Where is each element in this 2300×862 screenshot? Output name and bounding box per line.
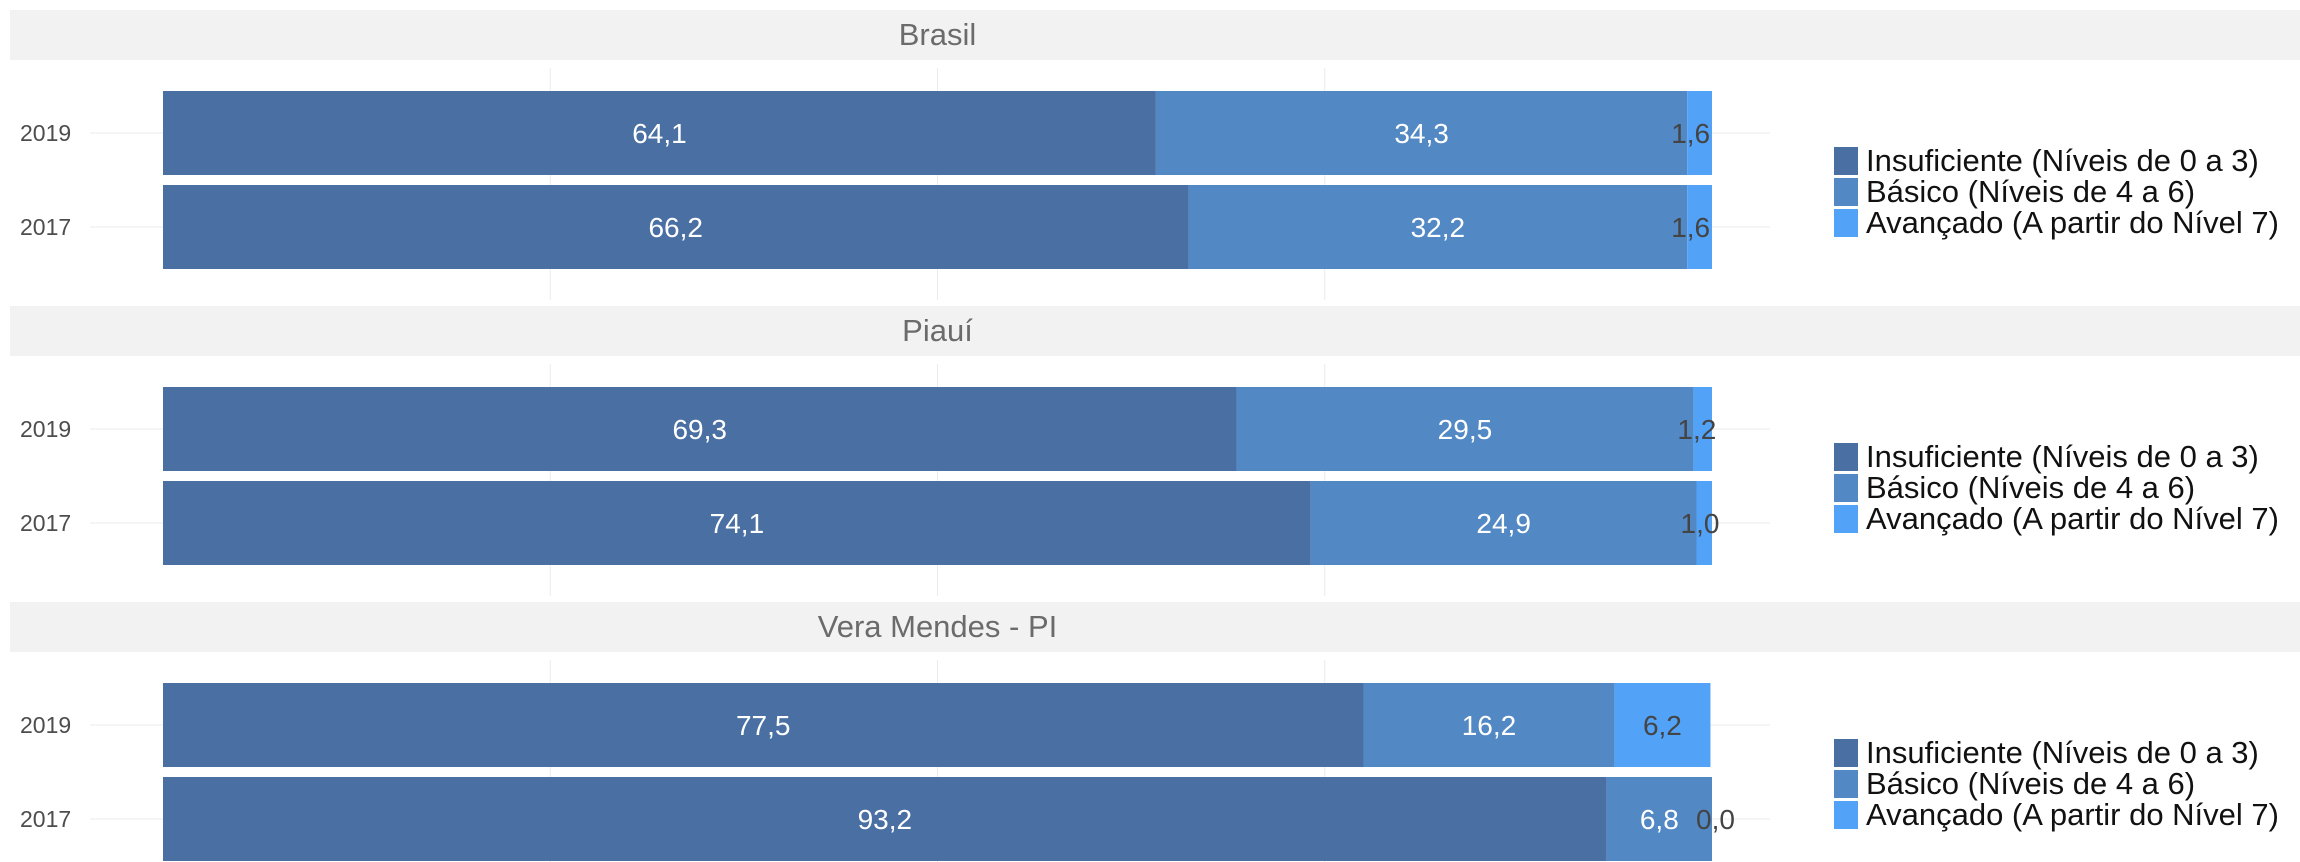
bar-value-label: 77,5 <box>736 710 791 741</box>
legend-key <box>1834 209 1858 237</box>
bar-segment <box>1687 185 1712 269</box>
facet-panel-1: Piauí 2019 69,3 29,5 1,2 2017 74,1 24,9 1,0 Insuf… <box>10 306 2300 596</box>
bar-value-label: 1,2 <box>1677 414 1716 445</box>
bar-segment <box>1188 185 1688 269</box>
facet-strip <box>10 602 2300 652</box>
facet-title: Brasil <box>899 17 977 52</box>
bar-value-label: 1,6 <box>1671 118 1710 149</box>
legend-label: Insuficiente (Níveis de 0 a 3) <box>1866 143 2259 178</box>
legend-label: Insuficiente (Níveis de 0 a 3) <box>1866 735 2259 770</box>
facet-panel-2: Vera Mendes - PI 2019 77,5 16,2 6,2 2017 93,2 6… <box>10 602 2300 862</box>
bar-value-label: 1,6 <box>1671 212 1710 243</box>
legend-key <box>1834 739 1858 767</box>
y-tick-label: 2019 <box>20 120 71 146</box>
bar-segment <box>1310 481 1697 565</box>
bar-segment <box>163 387 1237 471</box>
bar-segment <box>1693 387 1712 471</box>
bar-segment <box>163 683 1364 767</box>
bar-value-label: 16,2 <box>1462 710 1517 741</box>
bar-segment <box>1614 683 1711 767</box>
bar-value-label: 0,0 <box>1696 804 1735 835</box>
legend-label: Avançado (A partir do Nível 7) <box>1866 797 2279 832</box>
legend-key <box>1834 474 1858 502</box>
y-tick-label: 2019 <box>20 712 71 738</box>
legend-key <box>1834 505 1858 533</box>
y-tick-label: 2017 <box>20 510 71 536</box>
facet-strip <box>10 306 2300 356</box>
legend-label: Básico (Níveis de 4 a 6) <box>1866 174 2195 209</box>
bar-value-label: 69,3 <box>672 414 727 445</box>
bar-value-label: 6,8 <box>1640 804 1679 835</box>
bar-segment <box>163 185 1189 269</box>
bar-value-label: 66,2 <box>648 212 703 243</box>
legend-label: Avançado (A partir do Nível 7) <box>1866 205 2279 240</box>
bar-segment <box>1155 91 1688 175</box>
facet-panel-0: Brasil 2019 64,1 34,3 1,6 2017 66,2 32,2 1,6 Insu… <box>10 10 2300 300</box>
bar-value-label: 29,5 <box>1438 414 1493 445</box>
legend-label: Básico (Níveis de 4 a 6) <box>1866 766 2195 801</box>
legend-key <box>1834 147 1858 175</box>
bar-value-label: 64,1 <box>632 118 687 149</box>
bar-segment <box>1606 777 1712 861</box>
y-tick-label: 2017 <box>20 806 71 832</box>
legend-label: Básico (Níveis de 4 a 6) <box>1866 470 2195 505</box>
bar-segment <box>1363 683 1615 767</box>
legend-key <box>1834 801 1858 829</box>
facet-title: Piauí <box>902 313 973 348</box>
bar-value-label: 6,2 <box>1643 710 1682 741</box>
legend-label: Insuficiente (Níveis de 0 a 3) <box>1866 439 2259 474</box>
bar-value-label: 74,1 <box>710 508 765 539</box>
bar-segment <box>1687 91 1712 175</box>
bar-segment <box>163 91 1156 175</box>
bar-value-label: 93,2 <box>858 804 913 835</box>
y-tick-label: 2019 <box>20 416 71 442</box>
facet-title: Vera Mendes - PI <box>818 609 1058 644</box>
bar-value-label: 24,9 <box>1476 508 1531 539</box>
bar-segment <box>163 481 1311 565</box>
bar-value-label: 34,3 <box>1394 118 1449 149</box>
facet-strip <box>10 10 2300 60</box>
bar-value-label: 1,0 <box>1681 508 1720 539</box>
legend-label: Avançado (A partir do Nível 7) <box>1866 501 2279 536</box>
bar-segment <box>1236 387 1694 471</box>
legend-key <box>1834 770 1858 798</box>
bar-segment <box>1696 481 1712 565</box>
y-tick-label: 2017 <box>20 214 71 240</box>
legend-key <box>1834 178 1858 206</box>
bar-value-label: 32,2 <box>1411 212 1466 243</box>
legend-key <box>1834 443 1858 471</box>
bar-segment <box>163 777 1607 861</box>
